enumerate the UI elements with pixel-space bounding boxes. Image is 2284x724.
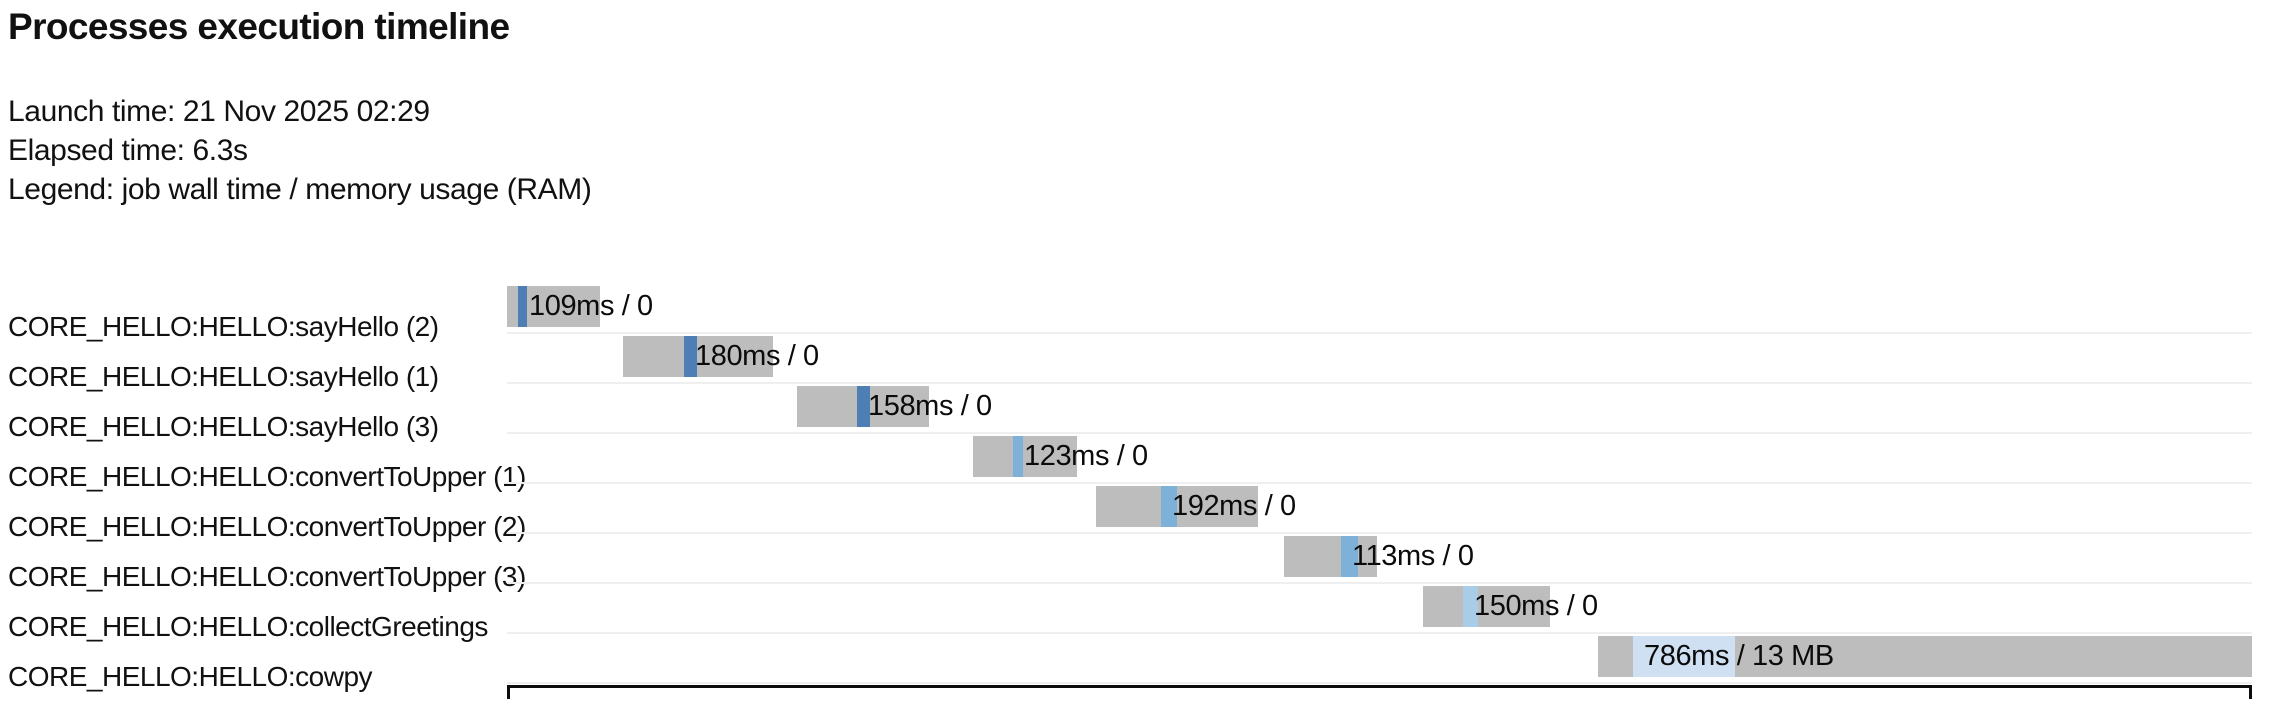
task-bar [1423,586,1550,627]
row-separator [507,682,2252,684]
task-run-segment [1463,586,1478,627]
task-bar-label: 123ms / 0 [1024,440,1148,472]
task-bar [623,336,773,377]
process-label: CORE_HELLO:HELLO:collectGreetings [8,611,488,642]
process-label: CORE_HELLO:HELLO:cowpy [8,661,373,692]
legend-text: Legend: job wall time / memory usage (RA… [8,173,592,206]
x-axis-line [507,685,2252,688]
task-bar [1598,636,2252,677]
row-separator [507,382,2252,384]
report-meta: Launch time: 21 Nov 2025 02:29 Elapsed t… [8,92,592,209]
row-separator [507,532,2252,534]
task-bar [1284,536,1377,577]
task-run-segment [1633,636,1735,677]
task-bar [1096,486,1258,527]
row-separator [507,582,2252,584]
task-run-segment [684,336,697,377]
task-run-segment [518,286,527,327]
task-bar-label: 113ms / 0 [1352,540,1474,572]
task-run-segment [1013,436,1023,477]
elapsed-time-text: Elapsed time: 6.3s [8,134,248,167]
task-bar [507,286,600,327]
process-label: CORE_HELLO:HELLO:sayHello (2) [8,311,439,342]
x-axis-tick-right [2249,685,2252,699]
task-bar-label: 150ms / 0 [1474,590,1598,622]
row-separator [507,432,2252,434]
task-bar-label: 180ms / 0 [695,340,819,372]
task-bar [797,386,929,427]
page-title: Processes execution timeline [8,6,510,47]
task-bar-label: 786ms / 13 MB [1644,640,1834,672]
process-label: CORE_HELLO:HELLO:convertToUpper (1) [8,461,526,492]
row-separator [507,482,2252,484]
process-label: CORE_HELLO:HELLO:convertToUpper (3) [8,561,526,592]
task-run-segment [1341,536,1358,577]
process-label: CORE_HELLO:HELLO:sayHello (3) [8,411,439,442]
task-bar-label: 192ms / 0 [1172,490,1296,522]
task-run-segment [857,386,870,427]
task-bar [973,436,1077,477]
task-bar-label: 109ms / 0 [529,290,653,322]
process-label: CORE_HELLO:HELLO:convertToUpper (2) [8,511,526,542]
row-separator [507,332,2252,334]
launch-time-text: Launch time: 21 Nov 2025 02:29 [8,95,430,128]
task-run-segment [1161,486,1177,527]
process-label: CORE_HELLO:HELLO:sayHello (1) [8,361,439,392]
x-axis-tick-left [507,685,510,699]
task-bar-label: 158ms / 0 [868,390,992,422]
row-separator [507,632,2252,634]
